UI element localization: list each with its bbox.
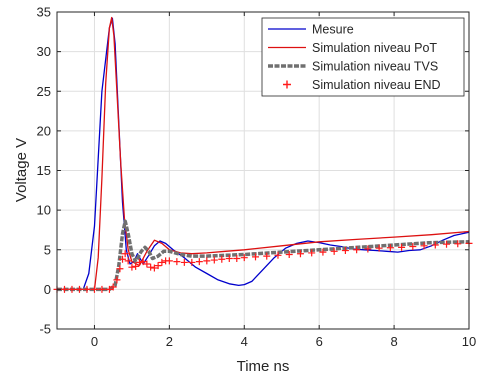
legend-label: Simulation niveau END xyxy=(312,78,441,92)
data-point-marker xyxy=(121,250,129,258)
data-point-marker xyxy=(203,257,211,265)
data-point-marker xyxy=(143,260,151,268)
series-layer xyxy=(53,16,473,293)
data-point-marker xyxy=(274,251,282,259)
y-tick-label: 20 xyxy=(37,123,51,138)
x-tick-label: 0 xyxy=(91,334,98,349)
data-point-marker xyxy=(132,262,140,270)
y-tick-label: 35 xyxy=(37,5,51,20)
legend-swatch-marker xyxy=(283,80,291,89)
data-point-marker xyxy=(105,285,113,293)
data-point-marker xyxy=(319,248,327,256)
y-tick-label: 25 xyxy=(37,84,51,99)
data-point-marker xyxy=(139,258,147,266)
x-tick-label: 2 xyxy=(166,334,173,349)
data-point-marker xyxy=(173,258,181,266)
data-point-marker xyxy=(124,257,132,265)
data-point-marker xyxy=(263,252,271,260)
data-point-marker xyxy=(353,246,361,254)
data-point-marker xyxy=(233,254,241,262)
data-point-marker xyxy=(409,243,417,251)
data-point-marker xyxy=(113,276,121,284)
x-tick-label: 10 xyxy=(462,334,476,349)
data-point-marker xyxy=(188,258,196,266)
legend-label: Simulation niveau TVS xyxy=(312,60,438,74)
data-point-marker xyxy=(398,243,406,251)
data-point-marker xyxy=(135,258,143,266)
y-tick-label: 30 xyxy=(37,44,51,59)
y-axis-label: Voltage V xyxy=(13,138,30,202)
legend: Mesure Simulation niveau PoT Simulation ni… xyxy=(261,17,465,97)
series-line-tvs xyxy=(57,219,470,292)
data-point-marker xyxy=(98,285,106,293)
legend-label: Mesure xyxy=(312,23,354,37)
data-point-marker xyxy=(109,283,117,291)
data-point-marker xyxy=(68,285,76,293)
series-markers-end xyxy=(53,239,473,293)
data-point-marker xyxy=(375,244,383,252)
data-point-marker xyxy=(195,258,203,266)
data-point-marker xyxy=(252,253,260,261)
legend-label: Simulation niveau PoT xyxy=(312,41,437,55)
data-point-marker xyxy=(296,250,304,258)
data-point-marker xyxy=(218,255,226,263)
data-point-marker xyxy=(386,244,394,252)
data-point-marker xyxy=(116,265,124,273)
data-point-marker xyxy=(285,251,293,259)
legend-box xyxy=(261,17,465,97)
data-point-marker xyxy=(364,245,372,253)
data-point-marker xyxy=(60,285,68,293)
data-point-marker xyxy=(240,254,248,262)
data-point-marker xyxy=(83,285,91,293)
data-point-marker xyxy=(75,285,83,293)
data-point-marker xyxy=(119,255,127,263)
axis-ticks: 0 2 4 6 8 10 -5 0 5 10 15 20 25 30 35 xyxy=(37,5,477,350)
x-tick-label: 4 xyxy=(241,334,248,349)
y-tick-label: -5 xyxy=(39,322,51,337)
data-point-marker xyxy=(90,285,98,293)
data-point-marker xyxy=(454,240,462,248)
data-point-marker xyxy=(420,242,428,250)
data-point-marker xyxy=(150,264,158,272)
data-point-marker xyxy=(165,257,173,265)
x-tick-label: 8 xyxy=(390,334,397,349)
data-point-marker xyxy=(431,241,439,249)
data-point-marker xyxy=(225,254,233,262)
data-point-marker xyxy=(147,263,155,271)
data-point-marker xyxy=(158,258,166,266)
x-axis-label: Time ns xyxy=(237,358,290,375)
data-point-marker xyxy=(180,258,188,266)
y-tick-label: 15 xyxy=(37,163,51,178)
data-point-marker xyxy=(308,249,316,257)
series-line-pot xyxy=(57,16,470,291)
y-tick-label: 10 xyxy=(37,203,51,218)
data-point-marker xyxy=(341,247,349,255)
data-point-marker xyxy=(330,247,338,255)
y-tick-label: 5 xyxy=(44,242,51,257)
y-tick-label: 0 xyxy=(44,282,51,297)
data-point-marker xyxy=(154,262,162,270)
data-point-marker xyxy=(128,263,136,271)
data-point-marker xyxy=(443,240,451,248)
x-tick-label: 6 xyxy=(316,334,323,349)
data-point-marker xyxy=(210,256,218,264)
